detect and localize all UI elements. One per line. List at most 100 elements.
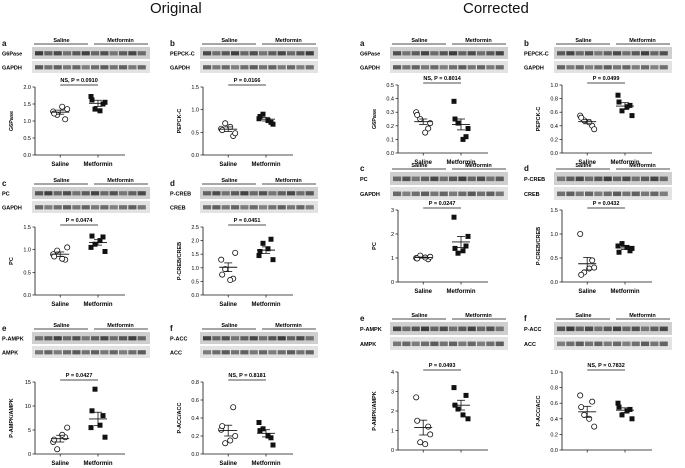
blot-band [53, 350, 62, 355]
panel-letter: c [360, 164, 365, 173]
blot-band [137, 336, 146, 341]
blot-band [458, 341, 467, 347]
y-tick-label: 0.4 [191, 416, 199, 422]
blot-band [430, 341, 439, 347]
data-point-metformin [265, 433, 271, 439]
blot-band [650, 65, 659, 70]
blot-band [109, 350, 118, 355]
data-point-saline [232, 433, 239, 440]
blot-label: GAPDH [2, 65, 22, 71]
data-point-saline [422, 441, 429, 448]
data-point-metformin [92, 241, 98, 247]
blot-band [477, 65, 486, 70]
x-tick-label: Metformin [252, 302, 281, 308]
data-point-metformin [260, 426, 266, 432]
y-tick-label: 0.8 [191, 380, 199, 386]
y-tick-label: 10 [25, 404, 31, 410]
blot-band [421, 176, 430, 182]
blot-band [477, 341, 486, 347]
blot-band [393, 326, 402, 332]
blot-band [231, 65, 240, 70]
blot-group-metformin: Metformin [629, 163, 656, 169]
blot-group-saline: Saline [53, 38, 69, 44]
blot-band [53, 51, 62, 56]
blot-band [277, 191, 286, 196]
panel-svg: Saline Metformin P-CREB CREB 0.0 0.5 1.0 1.5 P-C… [524, 163, 672, 295]
blot-band [249, 191, 258, 196]
blot-band [641, 341, 650, 347]
panel-letter: b [524, 39, 529, 48]
blot-label: ACC [524, 342, 536, 348]
data-point-metformin [97, 422, 103, 428]
y-tick-label: 0.2 [191, 434, 199, 440]
data-point-saline [427, 253, 434, 260]
blot-band [566, 176, 575, 182]
blot-label: PEPCK-C [524, 51, 549, 57]
panel-letter: b [170, 39, 175, 48]
blot-band [53, 65, 62, 70]
y-tick-label: 0 [391, 448, 394, 454]
blot-band [594, 326, 603, 332]
y-tick-label: 1.5 [191, 252, 199, 258]
blot-band [305, 191, 314, 196]
blot-band [575, 51, 584, 56]
y-tick-label: 0.0 [550, 151, 558, 157]
data-point-saline [232, 249, 239, 256]
blot-band [557, 176, 566, 182]
blot-band [421, 341, 430, 347]
data-point-saline [59, 255, 66, 262]
blot-label: ACC [170, 350, 182, 356]
blot-band [477, 191, 486, 197]
y-tick-label: 1.0 [550, 83, 558, 89]
blot-group-metformin: Metformin [275, 323, 302, 329]
blot-band [594, 341, 603, 347]
blot-band [430, 176, 439, 182]
blot-band [402, 176, 411, 182]
blot-band [203, 350, 212, 355]
data-point-saline [230, 404, 237, 411]
panel-original-f: f Saline Metformin P-ACC ACC 0.0 0.2 0.4 0.6 0.8 P… [168, 320, 330, 465]
blot-band [100, 65, 109, 70]
blot-band [486, 341, 495, 347]
blot-band [35, 205, 44, 210]
y-axis-label: P-CREB/CREB [177, 242, 183, 280]
y-axis-label: G6Pase [372, 109, 378, 129]
data-point-saline [591, 264, 598, 271]
panel-letter: e [360, 314, 365, 323]
blot-band [631, 191, 640, 197]
y-tick-label: 0.4 [550, 417, 558, 423]
western-blot: Saline Metformin P-AMPK AMPK [360, 313, 508, 350]
y-tick-label: 0.5 [550, 256, 558, 262]
blot-band [411, 65, 420, 70]
y-tick-label: 15 [25, 380, 31, 386]
blot-band [240, 336, 249, 341]
blot-band [439, 326, 448, 332]
y-tick-label: 0.4 [386, 97, 394, 103]
blot-band [100, 336, 109, 341]
blot-band [477, 326, 486, 332]
blot-band [287, 51, 296, 56]
data-point-metformin [260, 240, 266, 246]
y-tick-label: 0.0 [550, 448, 558, 454]
y-tick-label: 2.0 [23, 85, 31, 91]
panel-corrected-f: f Saline Metformin P-ACC ACC 0.0 0.2 0.4 0.6 0.8 1… [522, 310, 684, 455]
blot-band [421, 51, 430, 56]
scatter-plot: 0.0 0.5 1.0 1.5 P-CREB/CREB Saline Metformin P … [536, 201, 652, 295]
blot-band [81, 336, 90, 341]
p-value: P = 0.0247 [429, 201, 456, 207]
x-tick-label: Saline [219, 162, 237, 168]
blot-band [594, 176, 603, 182]
y-axis-label: PC [372, 242, 378, 250]
data-point-metformin [619, 108, 625, 114]
blot-band [277, 336, 286, 341]
blot-band [137, 51, 146, 56]
y-tick-label: 0.5 [23, 136, 31, 142]
blot-label: P-CREB [524, 177, 545, 183]
blot-band [402, 191, 411, 197]
panel-letter: d [170, 179, 175, 188]
blot-band [259, 350, 268, 355]
data-point-metformin [460, 136, 466, 142]
blot-band [449, 51, 458, 56]
data-point-saline [427, 120, 434, 127]
y-tick-label: 1.0 [550, 370, 558, 376]
